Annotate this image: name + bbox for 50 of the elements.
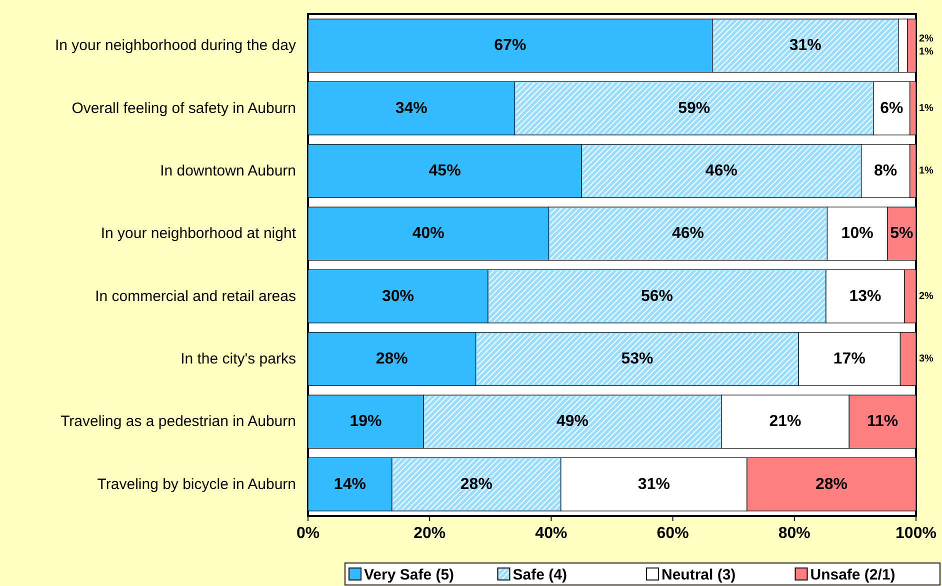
y-tick-label: In downtown Auburn: [160, 162, 296, 180]
data-label: 34%: [395, 100, 428, 117]
data-label: 59%: [678, 100, 710, 117]
data-label: 5%: [890, 225, 914, 242]
x-tick-label: 20%: [414, 525, 446, 542]
data-label: 8%: [874, 162, 898, 180]
data-label: 21%: [769, 413, 802, 430]
data-label: 14%: [334, 476, 366, 493]
y-tick-label: In commercial and retail areas: [95, 288, 296, 305]
data-label: 46%: [705, 162, 738, 180]
data-label: 67%: [494, 37, 526, 54]
data-label: 10%: [841, 225, 874, 242]
data-label: 6%: [880, 100, 904, 117]
data-label: 30%: [382, 288, 414, 305]
data-label: 46%: [672, 225, 704, 242]
data-label: 1%: [919, 102, 934, 114]
y-tick-label: In your neighborhood during the day: [54, 37, 296, 54]
y-tick-label: In the city's parks: [180, 350, 296, 368]
data-label: 2%: [919, 290, 934, 302]
data-label: 45%: [428, 162, 461, 180]
legend-label: Very Safe (5): [364, 566, 454, 584]
data-label: 2%: [919, 34, 934, 45]
data-label: 49%: [556, 413, 588, 430]
data-label: 28%: [376, 350, 408, 368]
x-tick-label: 60%: [656, 525, 689, 542]
data-label: 1%: [919, 46, 934, 58]
x-tick-label: 0%: [296, 525, 320, 542]
y-tick-label: In your neighborhood at night: [100, 225, 297, 242]
data-label: 53%: [621, 350, 654, 368]
data-label: 17%: [833, 350, 866, 368]
y-tick-label: Traveling by bicycle in Auburn: [97, 476, 296, 493]
data-label: 40%: [412, 225, 444, 242]
data-label: 31%: [789, 37, 822, 54]
data-label: 3%: [919, 354, 934, 365]
legend-label: Neutral (3): [662, 566, 736, 584]
data-label: 11%: [866, 413, 898, 430]
data-label: 56%: [640, 288, 674, 305]
x-tick-label: 80%: [778, 525, 810, 542]
legend-label: Unsafe (2/1): [810, 566, 896, 584]
x-tick-label: 100%: [896, 525, 936, 542]
legend-label: Safe (4): [512, 566, 567, 584]
x-tick-label: 40%: [535, 525, 568, 542]
data-label: 13%: [849, 288, 882, 305]
data-label: 28%: [460, 476, 492, 493]
data-label: 1%: [919, 165, 934, 176]
y-tick-label: Overall feeling of safety in Auburn: [72, 100, 296, 117]
y-tick-label: Traveling as a pedestrian in Auburn: [60, 413, 296, 430]
data-label: 31%: [638, 476, 670, 493]
data-label: 28%: [815, 476, 848, 493]
data-label: 19%: [350, 413, 382, 430]
